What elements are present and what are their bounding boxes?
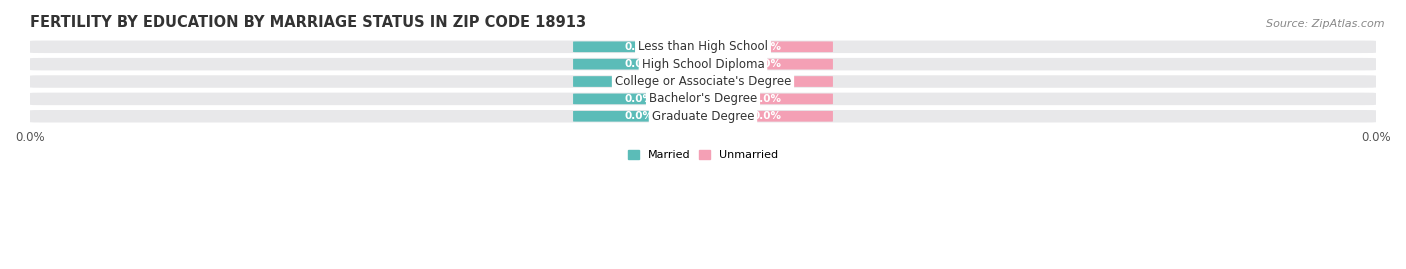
FancyBboxPatch shape	[30, 58, 1376, 70]
Text: 0.0%: 0.0%	[752, 76, 782, 87]
FancyBboxPatch shape	[702, 41, 832, 52]
Text: 0.0%: 0.0%	[624, 94, 654, 104]
Text: 0.0%: 0.0%	[752, 111, 782, 121]
FancyBboxPatch shape	[574, 111, 704, 122]
Text: 0.0%: 0.0%	[624, 59, 654, 69]
FancyBboxPatch shape	[702, 94, 832, 104]
Text: 0.0%: 0.0%	[752, 42, 782, 52]
Legend: Married, Unmarried: Married, Unmarried	[623, 145, 783, 165]
Text: Bachelor's Degree: Bachelor's Degree	[650, 92, 756, 105]
Text: Source: ZipAtlas.com: Source: ZipAtlas.com	[1267, 19, 1385, 29]
Text: 0.0%: 0.0%	[752, 94, 782, 104]
Text: 0.0%: 0.0%	[752, 59, 782, 69]
FancyBboxPatch shape	[30, 93, 1376, 105]
Text: College or Associate's Degree: College or Associate's Degree	[614, 75, 792, 88]
FancyBboxPatch shape	[702, 111, 832, 122]
FancyBboxPatch shape	[30, 41, 1376, 53]
FancyBboxPatch shape	[702, 59, 832, 69]
FancyBboxPatch shape	[574, 41, 704, 52]
Text: Less than High School: Less than High School	[638, 40, 768, 53]
Text: FERTILITY BY EDUCATION BY MARRIAGE STATUS IN ZIP CODE 18913: FERTILITY BY EDUCATION BY MARRIAGE STATU…	[30, 15, 586, 30]
FancyBboxPatch shape	[30, 110, 1376, 122]
FancyBboxPatch shape	[574, 76, 704, 87]
Text: 0.0%: 0.0%	[624, 42, 654, 52]
FancyBboxPatch shape	[574, 59, 704, 69]
Text: High School Diploma: High School Diploma	[641, 58, 765, 71]
Text: Graduate Degree: Graduate Degree	[652, 110, 754, 123]
FancyBboxPatch shape	[574, 94, 704, 104]
Text: 0.0%: 0.0%	[624, 76, 654, 87]
Text: 0.0%: 0.0%	[624, 111, 654, 121]
FancyBboxPatch shape	[30, 75, 1376, 88]
FancyBboxPatch shape	[702, 76, 832, 87]
